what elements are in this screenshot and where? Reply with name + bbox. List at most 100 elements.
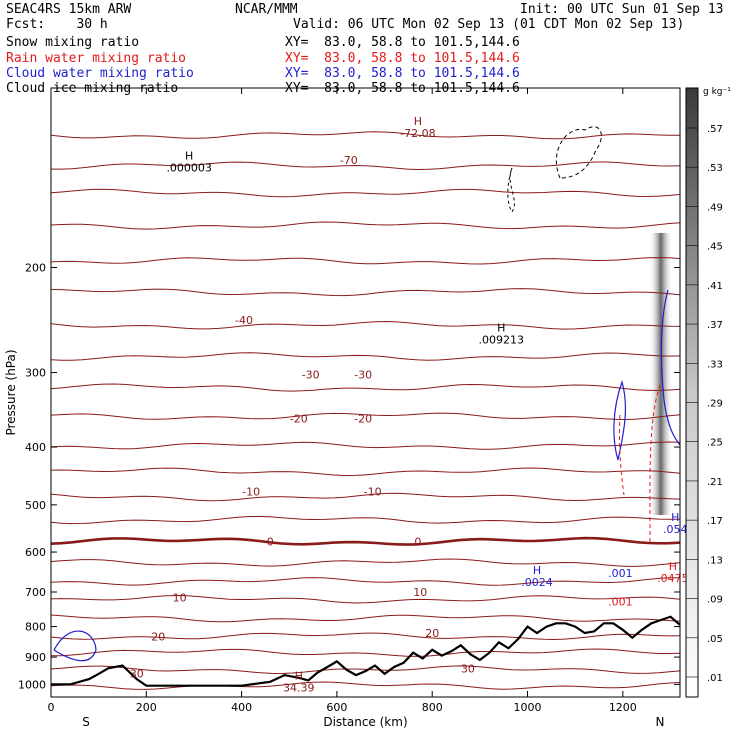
temperature-label: -10 xyxy=(242,486,260,499)
colorbar-label: .21 xyxy=(707,477,723,488)
temperature-label: -20 xyxy=(290,412,308,425)
temperature-contour xyxy=(51,648,680,657)
x-tick-label: 0 xyxy=(48,701,55,714)
x-tick-label: 200 xyxy=(136,701,157,714)
extremum-value: .009213 xyxy=(479,333,525,346)
temperature-contour xyxy=(51,352,680,361)
extremum-value: -72.08 xyxy=(400,127,435,140)
extremum-value: .001 xyxy=(608,595,633,608)
colorbar-label: .33 xyxy=(707,359,723,370)
colorbar-label: .01 xyxy=(707,673,723,684)
temperature-contour xyxy=(51,188,680,198)
temperature-contour xyxy=(51,412,680,421)
y-tick-label: 500 xyxy=(25,499,46,512)
temperature-contour xyxy=(51,288,680,297)
temperature-label: -30 xyxy=(354,368,372,381)
header-model: SEAC4RS 15km ARW xyxy=(6,2,132,17)
y-tick-label: 300 xyxy=(25,367,46,380)
x-tick-label: 1000 xyxy=(514,701,542,714)
temperature-label: -30 xyxy=(302,368,320,381)
x-tick-label: 600 xyxy=(326,701,347,714)
colorbar-label: .25 xyxy=(707,438,723,449)
cloud-water-contour xyxy=(613,380,627,461)
temperature-contour xyxy=(51,131,680,140)
temperature-contour xyxy=(51,320,680,330)
colorbar-label: .53 xyxy=(707,163,723,174)
temperature-contour xyxy=(51,257,680,265)
colorbar-label: .05 xyxy=(707,634,723,645)
header-center: NCAR/MMM xyxy=(235,2,298,17)
temperature-label: 30 xyxy=(461,662,475,675)
temperature-label: 30 xyxy=(130,667,144,680)
y-axis-label: Pressure (hPa) xyxy=(4,349,18,435)
colorbar-label: .45 xyxy=(707,242,723,253)
temperature-contour xyxy=(51,441,680,450)
temperature-label: 20 xyxy=(151,631,165,644)
temperature-label: 10 xyxy=(173,591,187,604)
y-tick-label: 800 xyxy=(25,621,46,634)
cloud-water-contour xyxy=(53,630,97,662)
field-rain-xy: XY= 83.0, 58.8 to 101.5,144.6 xyxy=(285,51,520,66)
temperature-label: 0 xyxy=(414,535,421,548)
colorbar-label: .57 xyxy=(707,124,723,135)
y-tick-label: 1000 xyxy=(18,678,46,691)
ice-shading xyxy=(649,232,673,515)
field-rain-name: Rain water mixing ratio xyxy=(6,51,187,66)
temperature-label: 20 xyxy=(425,627,439,640)
colorbar-label: .37 xyxy=(707,320,723,331)
temperature-contour xyxy=(51,577,680,586)
extremum-marker: H xyxy=(185,150,193,163)
colorbar-label: .49 xyxy=(707,202,723,213)
field-cloud-water-name: Cloud water mixing ratio xyxy=(6,66,194,81)
terrain-line xyxy=(51,615,681,687)
temperature-contour xyxy=(51,614,680,623)
header-init: Init: 00 UTC Sun 01 Sep 13 xyxy=(520,2,724,17)
temperature-contour xyxy=(51,492,680,502)
field-cloud-water-xy: XY= 83.0, 58.8 to 101.5,144.6 xyxy=(285,66,520,81)
temperature-contour xyxy=(51,383,680,392)
extremum-marker: H xyxy=(414,115,422,128)
snow-contour xyxy=(507,167,515,213)
extremum-value: .0024 xyxy=(521,576,553,589)
colorbar xyxy=(685,87,699,698)
temperature-contour xyxy=(51,467,680,477)
y-tick-label: 700 xyxy=(25,586,46,599)
rain-contour xyxy=(618,414,625,496)
temperature-label: 0 xyxy=(267,535,274,548)
temperature-label: -10 xyxy=(364,486,382,499)
extremum-value: 34.39 xyxy=(283,682,315,695)
temperature-contour xyxy=(51,681,680,690)
temperature-contour xyxy=(51,161,680,171)
extremum-marker: H xyxy=(295,670,303,683)
x-tick-label: 400 xyxy=(231,701,252,714)
colorbar-units: g kg⁻¹ xyxy=(703,87,731,97)
temperature-contour xyxy=(51,221,680,230)
temperature-contour xyxy=(51,536,680,546)
header-valid: Valid: 06 UTC Mon 02 Sep 13 (01 CDT Mon … xyxy=(293,17,685,32)
temperature-contour xyxy=(51,594,680,604)
y-tick-label: 900 xyxy=(25,651,46,664)
extremum-value: .001 xyxy=(608,567,633,580)
temperature-label: -20 xyxy=(354,412,372,425)
colorbar-label: .41 xyxy=(707,281,723,292)
y-tick-label: 600 xyxy=(25,546,46,559)
snow-contour xyxy=(555,126,602,179)
south-end-label: S xyxy=(82,715,90,729)
cloud-water-contour xyxy=(660,289,680,446)
header-fcst: Fcst: 30 h xyxy=(6,17,108,32)
temperature-contour xyxy=(51,632,680,641)
extremum-value: .054 xyxy=(663,523,688,536)
x-tick-label: 800 xyxy=(422,701,443,714)
x-tick-label: 1200 xyxy=(609,701,637,714)
y-tick-label: 400 xyxy=(25,441,46,454)
temperature-label: -40 xyxy=(235,314,253,327)
extremum-marker: H xyxy=(533,564,541,577)
extremum-marker: H xyxy=(497,321,505,334)
north-end-label: N xyxy=(656,715,665,729)
y-tick-label: 200 xyxy=(25,262,46,275)
field-snow-name: Snow mixing ratio xyxy=(6,35,140,50)
field-snow-xy: XY= 83.0, 58.8 to 101.5,144.6 xyxy=(285,35,520,50)
colorbar-label: .13 xyxy=(707,555,723,566)
extremum-value: .0475 xyxy=(657,572,689,585)
colorbar-label: .29 xyxy=(707,399,723,410)
